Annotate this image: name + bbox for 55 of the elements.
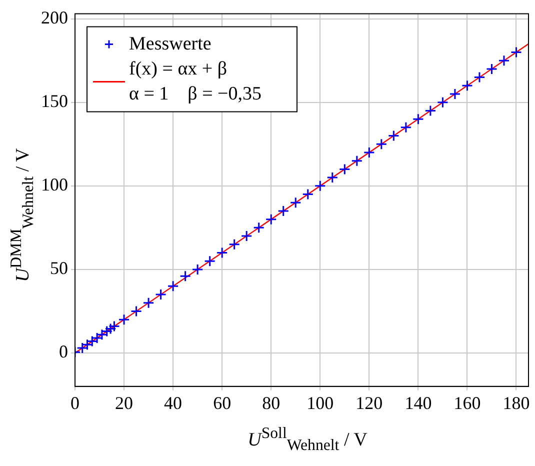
point	[130, 305, 142, 317]
point	[498, 54, 510, 66]
point	[278, 205, 290, 217]
legend-label: Messwerte	[129, 33, 212, 54]
y-tick-label: 0	[59, 342, 68, 362]
x-tick-label: 20	[115, 392, 134, 413]
point	[424, 104, 436, 116]
point	[436, 96, 448, 108]
point	[216, 246, 228, 258]
point	[449, 88, 461, 100]
point	[510, 46, 522, 58]
point	[326, 172, 338, 184]
y-tick-label: 50	[50, 258, 68, 278]
point	[474, 72, 486, 84]
point	[240, 230, 252, 242]
x-tick-label: 120	[356, 392, 383, 413]
point	[338, 163, 350, 175]
point	[104, 323, 116, 335]
point	[108, 320, 120, 332]
x-tick-label: 80	[262, 392, 280, 413]
x-tick-label: 40	[164, 392, 182, 413]
x-tick-label: 180	[502, 392, 530, 413]
point	[180, 270, 192, 282]
point	[265, 214, 277, 226]
legend-label: f(x) = αx + β α = 1 β = −0,35	[129, 58, 262, 104]
point	[388, 130, 400, 142]
point	[192, 264, 204, 276]
point	[167, 280, 179, 292]
y-tick-label: 200	[41, 8, 68, 28]
point	[486, 63, 498, 75]
point	[101, 326, 113, 338]
y-tick-label: 150	[41, 91, 68, 112]
point	[155, 288, 167, 300]
y-tick-label: 100	[41, 174, 68, 195]
point	[118, 314, 130, 326]
point	[142, 297, 154, 309]
point	[96, 328, 108, 340]
point	[400, 122, 412, 134]
point	[204, 255, 216, 267]
point	[253, 222, 265, 234]
x-axis-title: U$^{Soll}$$_{Wehnelt}$ / V	[246, 425, 368, 456]
point	[228, 238, 240, 250]
point	[302, 188, 314, 200]
point	[91, 332, 103, 344]
point	[314, 180, 326, 192]
point	[376, 138, 388, 150]
point	[363, 146, 375, 158]
x-tick-label: 160	[454, 392, 481, 413]
x-tick-label: 140	[404, 392, 432, 413]
point	[412, 113, 424, 125]
x-tick-label: 100	[306, 392, 334, 413]
point	[351, 155, 363, 167]
point	[290, 196, 302, 208]
x-tick-label: 60	[213, 392, 232, 413]
point	[461, 80, 473, 92]
